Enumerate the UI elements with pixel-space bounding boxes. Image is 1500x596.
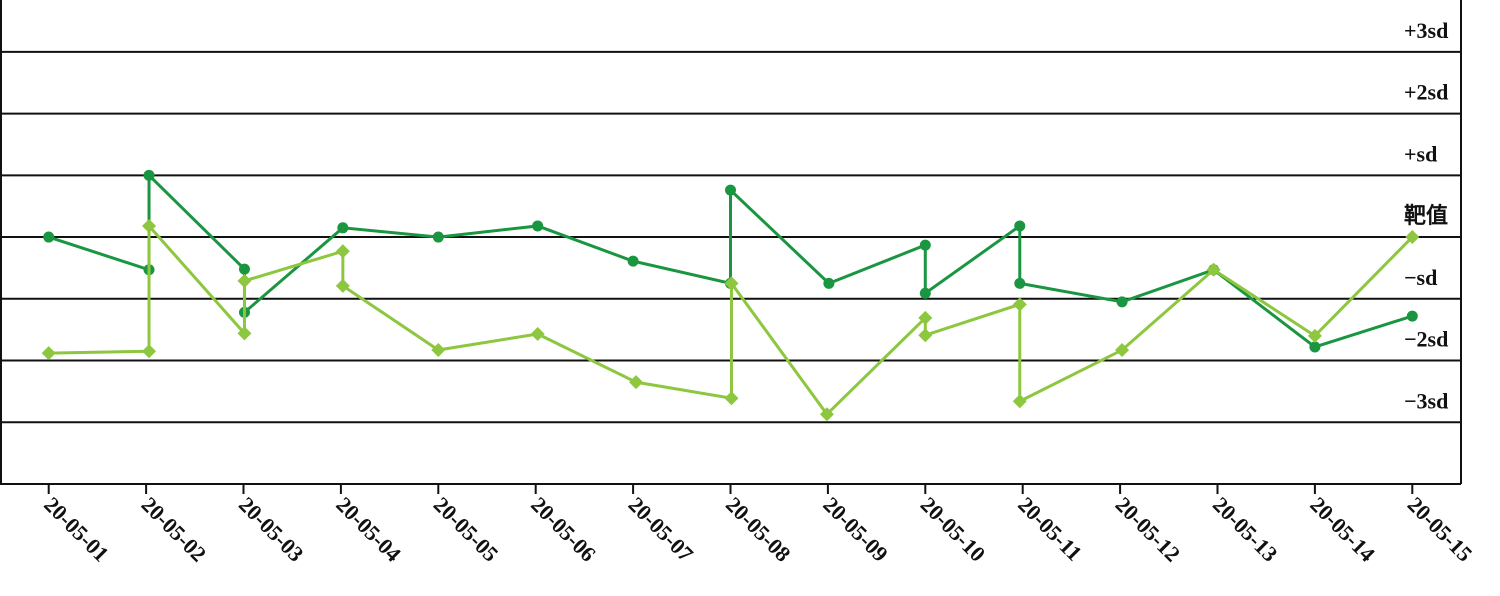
point [725, 184, 736, 196]
point [530, 326, 545, 341]
x-tick-label: 20-05-05 [429, 492, 504, 567]
point [1309, 341, 1321, 353]
point [1116, 296, 1128, 308]
point [335, 278, 350, 293]
point [819, 407, 834, 422]
point [43, 231, 55, 243]
point [724, 276, 739, 291]
x-tick-label: 20-05-12 [1111, 492, 1186, 567]
point [143, 169, 155, 181]
x-tick-label: 20-05-10 [916, 492, 991, 567]
point [432, 231, 444, 243]
x-tick-label: 20-05-06 [526, 492, 601, 567]
x-tick-label: 20-05-14 [1305, 492, 1380, 567]
point [237, 273, 252, 288]
point [238, 263, 250, 275]
point [142, 218, 157, 233]
point [335, 244, 350, 259]
x-tick-label: 20-05-15 [1403, 492, 1478, 567]
y-tick-label: +2sd [1404, 80, 1448, 105]
x-tick-label: 20-05-03 [234, 492, 309, 567]
x-tick-label: 20-05-13 [1208, 492, 1283, 567]
point [1014, 220, 1026, 232]
point [1406, 310, 1418, 322]
point [1115, 343, 1130, 358]
y-tick-label: −sd [1404, 265, 1437, 290]
point [1405, 230, 1420, 245]
y-tick-label: −3sd [1404, 388, 1448, 413]
point [1307, 328, 1322, 343]
point [629, 375, 644, 390]
y-tick-label: 靶值 [1404, 203, 1448, 228]
point [237, 326, 252, 341]
x-tick-label: 20-05-01 [39, 492, 114, 567]
point [627, 255, 639, 267]
x-tick-label: 20-05-09 [818, 492, 893, 567]
point [1012, 394, 1027, 409]
x-tick-label: 20-05-08 [721, 492, 796, 567]
point [41, 346, 56, 361]
point [918, 328, 933, 343]
y-tick-label: −2sd [1404, 327, 1448, 352]
point [919, 239, 931, 251]
x-tick-label: 20-05-04 [331, 492, 406, 567]
point [918, 310, 933, 325]
point [1206, 262, 1221, 277]
y-tick-label: +sd [1404, 141, 1437, 166]
point [142, 344, 157, 359]
point [1012, 297, 1027, 312]
point [1014, 277, 1026, 289]
point [823, 277, 835, 289]
point [724, 391, 739, 406]
point [532, 220, 544, 232]
point [431, 343, 446, 358]
x-tick-label: 20-05-02 [137, 492, 212, 567]
point [337, 222, 349, 234]
y-tick-label: +3sd [1404, 18, 1448, 43]
point [919, 287, 931, 299]
x-tick-label: 20-05-11 [1013, 492, 1087, 566]
x-tick-label: 20-05-07 [624, 492, 699, 567]
